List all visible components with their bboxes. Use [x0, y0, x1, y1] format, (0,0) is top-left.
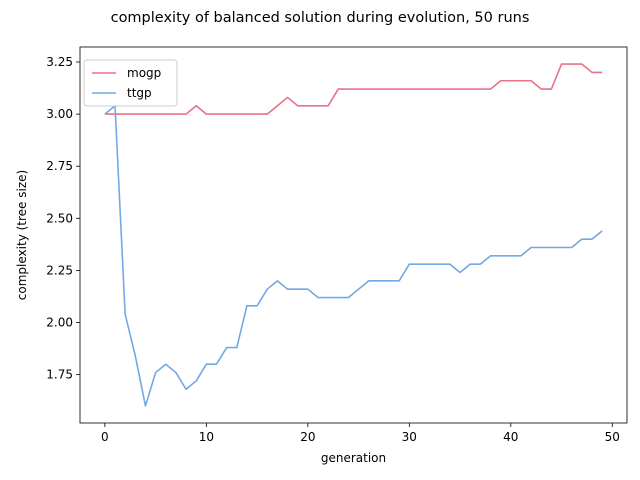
y-tick-label: 2.50	[46, 211, 73, 225]
chart-title: complexity of balanced solution during e…	[111, 10, 530, 26]
y-tick-label: 2.00	[46, 316, 73, 330]
legend-box	[83, 59, 178, 107]
x-tick-label: 20	[300, 430, 315, 444]
x-tick-label: 40	[503, 430, 518, 444]
y-tick-label: 2.25	[46, 263, 73, 277]
x-axis-label: generation	[321, 451, 386, 465]
y-tick-label: 1.75	[46, 368, 73, 382]
y-axis-label: complexity (tree size)	[15, 170, 29, 300]
x-tick-label: 50	[605, 430, 620, 444]
plot-frame	[79, 46, 628, 424]
series-layer	[104, 63, 603, 407]
legend-label-ttgp: ttgp	[127, 86, 152, 100]
y-tick-label: 3.00	[46, 107, 73, 121]
x-tick-label: 10	[199, 430, 214, 444]
series-line-mogp	[104, 63, 603, 115]
y-tick-label: 3.25	[46, 55, 73, 69]
legend: mogp ttgp	[83, 59, 178, 107]
x-tick-label: 0	[101, 430, 109, 444]
y-tick-label: 2.75	[46, 159, 73, 173]
x-axis: 0 10 20 30 40 50	[101, 423, 620, 444]
series-line-ttgp	[104, 104, 603, 407]
x-tick-label: 30	[402, 430, 417, 444]
legend-label-mogp: mogp	[127, 66, 161, 80]
y-axis: 1.75 2.00 2.25 2.50 2.75 3.00 3.25	[46, 55, 80, 382]
